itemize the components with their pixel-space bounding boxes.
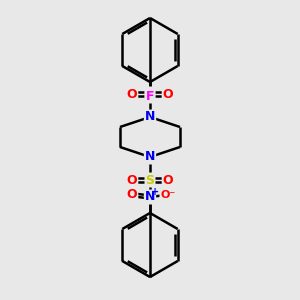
Text: F: F [146, 89, 154, 103]
Text: O: O [127, 173, 137, 187]
Text: O⁻: O⁻ [160, 190, 175, 200]
Text: +: + [151, 187, 159, 197]
Text: O: O [163, 88, 173, 100]
Text: S: S [146, 173, 154, 187]
Text: O: O [163, 173, 173, 187]
Text: S: S [146, 88, 154, 100]
Text: O: O [127, 188, 137, 202]
Text: O: O [127, 88, 137, 100]
Text: N: N [145, 151, 155, 164]
Text: N: N [145, 110, 155, 124]
Text: N: N [145, 190, 155, 203]
